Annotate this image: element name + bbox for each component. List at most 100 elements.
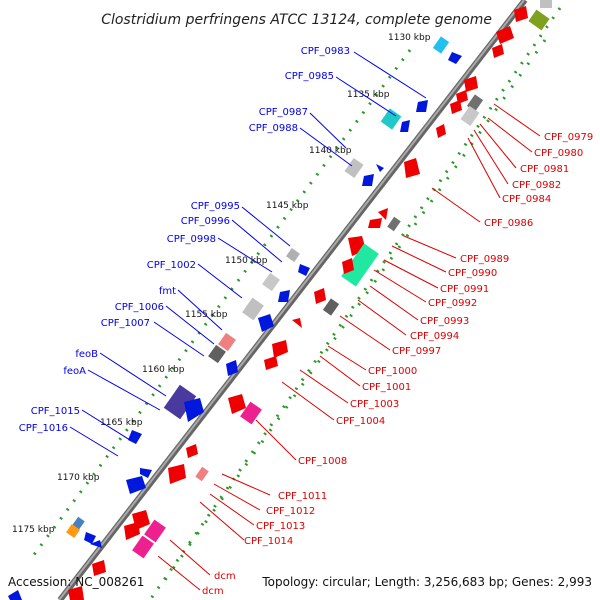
gene-forward[interactable] xyxy=(208,344,226,364)
gene-reverse[interactable] xyxy=(314,288,326,304)
gene-label[interactable]: CPF_0988 xyxy=(249,123,298,134)
gene-forward[interactable] xyxy=(298,264,310,276)
gene-forward[interactable] xyxy=(448,52,462,64)
gene-reverse[interactable] xyxy=(195,466,209,482)
gene-reverse[interactable] xyxy=(496,26,514,44)
gene-reverse[interactable] xyxy=(342,258,354,274)
gene-reverse[interactable] xyxy=(92,560,106,576)
gene-label[interactable]: CPF_0979 xyxy=(544,132,593,143)
gene-forward[interactable] xyxy=(126,476,146,494)
gene-reverse[interactable] xyxy=(240,401,262,425)
gene-reverse[interactable] xyxy=(132,535,154,559)
gene-label[interactable]: CPF_0991 xyxy=(440,284,489,295)
gene-label[interactable]: CPF_0987 xyxy=(259,107,308,118)
gene-label[interactable]: CPF_0986 xyxy=(484,218,533,229)
gene-reverse[interactable] xyxy=(186,444,198,458)
gene-label[interactable]: CPF_1014 xyxy=(244,536,293,547)
topology-text: Topology: circular; Length: 3,256,683 bp… xyxy=(261,575,592,589)
gene-label[interactable]: dcm xyxy=(202,586,224,597)
gene-forward[interactable] xyxy=(140,468,152,478)
gene-forward[interactable] xyxy=(376,164,384,172)
gene-reverse[interactable] xyxy=(464,76,478,92)
gene-label[interactable]: CPF_1015 xyxy=(31,406,80,417)
gene-forward[interactable] xyxy=(184,398,204,422)
gene-reverse[interactable] xyxy=(228,394,246,414)
gene-reverse[interactable] xyxy=(378,208,388,220)
gene-label[interactable]: CPF_1004 xyxy=(336,416,385,427)
gene-reverse[interactable] xyxy=(264,356,278,370)
gene-label[interactable]: fmt xyxy=(159,286,176,297)
gene-reverse[interactable] xyxy=(341,243,379,287)
gene-label[interactable]: CPF_0980 xyxy=(534,148,583,159)
gene-forward[interactable] xyxy=(90,540,102,548)
gene-forward[interactable] xyxy=(66,524,80,538)
gene-forward[interactable] xyxy=(242,297,264,321)
gene-label[interactable]: CPF_1007 xyxy=(101,318,150,329)
kbp-label: 1130 kbp xyxy=(388,33,431,43)
gene-label[interactable]: feoB xyxy=(75,349,98,360)
gene-label[interactable]: CPF_0998 xyxy=(167,234,216,245)
gene-label[interactable]: CPF_1006 xyxy=(115,302,164,313)
gene-reverse[interactable] xyxy=(436,124,446,138)
gene-label[interactable]: CPF_0984 xyxy=(502,194,551,205)
gene-label[interactable]: CPF_0985 xyxy=(285,71,334,82)
gene-reverse[interactable] xyxy=(528,9,550,31)
gene-label[interactable]: CPF_1000 xyxy=(368,366,417,377)
gene-reverse[interactable] xyxy=(492,44,504,58)
gene-reverse[interactable] xyxy=(387,216,401,232)
gene-label[interactable]: CPF_1013 xyxy=(256,521,305,532)
gene-forward[interactable] xyxy=(432,36,450,54)
gene-label[interactable]: CPF_1011 xyxy=(278,491,327,502)
gene-reverse[interactable] xyxy=(272,340,288,358)
gene-reverse[interactable] xyxy=(124,522,140,540)
gene-label[interactable]: CPF_1016 xyxy=(19,423,68,434)
gene-label[interactable]: CPF_0989 xyxy=(460,254,509,265)
gene-reverse[interactable] xyxy=(68,586,84,600)
gene-label[interactable]: CPF_0997 xyxy=(392,346,441,357)
gene-reverse[interactable] xyxy=(460,106,480,126)
gene-label[interactable]: CPF_1002 xyxy=(147,260,196,271)
kbp-label: 1150 kbp xyxy=(225,256,268,266)
gene-label[interactable]: CPF_0995 xyxy=(191,201,240,212)
gene-label[interactable]: feoA xyxy=(63,366,86,377)
gene-reverse[interactable] xyxy=(144,519,166,543)
gene-forward[interactable] xyxy=(163,384,197,420)
gene-reverse[interactable] xyxy=(292,318,302,328)
kbp-tick-labels: 1130 kbp 1135 kbp 1140 kbp 1145 kbp 1150… xyxy=(12,33,431,535)
gene-label[interactable]: CPF_1001 xyxy=(362,382,411,393)
gene-label[interactable]: CPF_1008 xyxy=(298,456,347,467)
gene-reverse[interactable] xyxy=(540,0,552,8)
gene-label[interactable]: CPF_0994 xyxy=(410,331,459,342)
gene-reverse[interactable] xyxy=(404,158,420,178)
gene-label[interactable]: CPF_0992 xyxy=(428,298,477,309)
gene-label[interactable]: CPF_1012 xyxy=(266,506,315,517)
gene-forward[interactable] xyxy=(8,590,22,600)
gene-forward[interactable] xyxy=(84,532,96,544)
gene-forward[interactable] xyxy=(400,120,410,132)
gene-reverse[interactable] xyxy=(514,6,528,22)
gene-label[interactable]: dcm xyxy=(214,571,236,582)
gene-forward[interactable] xyxy=(380,108,402,130)
gene-forward[interactable] xyxy=(218,332,236,352)
gene-forward[interactable] xyxy=(258,314,274,332)
gene-label[interactable]: CPF_0982 xyxy=(512,180,561,191)
gene-label[interactable]: CPF_0981 xyxy=(520,164,569,175)
gene-forward[interactable] xyxy=(262,272,280,292)
gene-forward[interactable] xyxy=(416,100,428,112)
gene-forward[interactable] xyxy=(278,290,290,302)
gene-forward[interactable] xyxy=(226,360,238,376)
gene-label[interactable]: CPF_0990 xyxy=(448,268,497,279)
gene-reverse[interactable] xyxy=(368,218,382,228)
gene-label[interactable]: CPF_0983 xyxy=(301,46,350,57)
gene-label[interactable]: CPF_0996 xyxy=(181,216,230,227)
gene-label[interactable]: CPF_1003 xyxy=(350,399,399,410)
gene-forward[interactable] xyxy=(344,158,364,178)
gene-forward[interactable] xyxy=(362,174,374,186)
gene-forward[interactable] xyxy=(286,248,300,262)
gene-reverse[interactable] xyxy=(168,464,186,484)
gene-forward[interactable] xyxy=(128,430,142,444)
gene-label[interactable]: CPF_0993 xyxy=(420,316,469,327)
gene-reverse[interactable] xyxy=(322,298,340,316)
gene-reverse[interactable] xyxy=(450,100,462,114)
